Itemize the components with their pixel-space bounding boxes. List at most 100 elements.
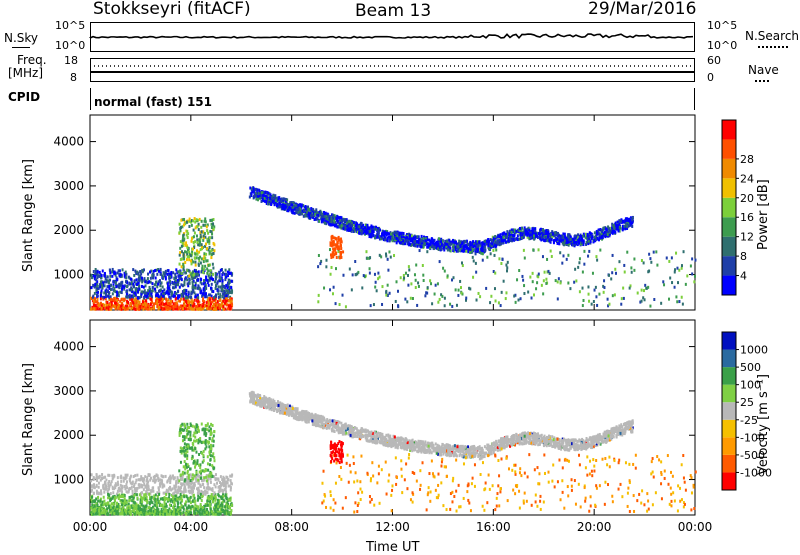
echo-cell <box>337 220 339 223</box>
echo-cell <box>141 290 143 293</box>
echo-cell <box>116 299 118 302</box>
echo-cell <box>269 197 271 200</box>
echo-cell <box>631 271 633 274</box>
echo-cell <box>671 256 673 259</box>
echo-cell <box>93 270 95 273</box>
echo-cell <box>538 232 540 235</box>
echo-cell <box>324 215 326 218</box>
echo-cell <box>259 197 261 200</box>
echo-cell <box>214 280 216 283</box>
echo-cell <box>157 293 159 296</box>
echo-cell <box>255 195 257 198</box>
echo-cell <box>116 278 118 281</box>
echo-cell <box>406 239 408 242</box>
echo-cell <box>444 297 446 300</box>
echo-cell <box>97 270 99 273</box>
echo-cell <box>484 249 486 252</box>
echo-cell <box>199 218 201 221</box>
echo-cell <box>198 264 200 267</box>
echo-cell <box>106 285 108 288</box>
echo-cell <box>134 292 136 295</box>
echo-cell <box>208 240 210 243</box>
echo-cell <box>396 232 398 235</box>
echo-cell <box>99 307 101 310</box>
echo-cell <box>201 499 203 502</box>
echo-cell <box>384 238 386 241</box>
echo-cell <box>557 280 559 283</box>
echo-cell <box>582 239 584 242</box>
echo-cell <box>162 285 164 288</box>
echo-cell <box>156 491 158 494</box>
echo-cell <box>686 274 688 277</box>
echo-cell <box>489 301 491 304</box>
echo-cell <box>666 256 668 259</box>
echo-cell <box>442 267 444 270</box>
echo-cell <box>175 279 177 282</box>
echo-cell <box>203 260 205 263</box>
echo-cell <box>175 298 177 301</box>
echo-cell <box>648 253 650 256</box>
echo-cell <box>538 248 540 251</box>
echo-cell <box>500 262 502 265</box>
echo-cell <box>145 284 147 287</box>
echo-cell <box>209 298 211 301</box>
echo-cell <box>202 297 204 300</box>
echo-cell <box>145 307 147 310</box>
echo-cell <box>93 308 95 311</box>
echo-cell <box>216 275 218 278</box>
echo-cell <box>162 276 164 279</box>
echo-cell <box>416 304 418 307</box>
echo-cell <box>443 246 445 249</box>
echo-cell <box>517 299 519 302</box>
echo-cell <box>187 282 189 285</box>
echo-cell <box>641 289 643 292</box>
echo-cell <box>174 305 176 308</box>
echo-cell <box>154 269 156 272</box>
echo-cell <box>681 264 683 267</box>
echo-cell <box>521 236 523 239</box>
echo-cell <box>356 272 358 275</box>
echo-cell <box>224 302 226 305</box>
echo-cell <box>135 479 137 482</box>
echo-cell <box>324 222 326 225</box>
echo-cell <box>694 275 696 278</box>
x-tick-label-4: 16:00 <box>476 520 511 534</box>
echo-cell <box>286 198 288 201</box>
echo-cell <box>207 232 209 235</box>
echo-cell <box>376 289 378 292</box>
echo-cell <box>123 480 125 483</box>
echo-cell <box>458 242 460 245</box>
echo-cell <box>272 194 274 197</box>
echo-cell <box>222 285 224 288</box>
echo-cell <box>338 247 340 250</box>
echo-cell <box>412 297 414 300</box>
echo-cell <box>155 281 157 284</box>
echo-cell <box>96 298 98 301</box>
echo-cell <box>149 271 151 274</box>
echo-cell <box>162 295 164 298</box>
echo-cell <box>292 211 294 214</box>
echo-cell <box>316 217 318 220</box>
echo-cell <box>194 256 196 259</box>
echo-cell <box>200 248 202 251</box>
echo-cell <box>208 264 210 267</box>
echo-cell <box>165 302 167 305</box>
echo-cell <box>147 304 149 307</box>
echo-cell <box>631 225 633 228</box>
echo-cell <box>374 286 376 289</box>
echo-cell <box>168 269 170 272</box>
echo-cell <box>125 271 127 274</box>
echo-cell <box>180 258 182 261</box>
echo-cell <box>208 307 210 310</box>
echo-cell <box>621 297 623 300</box>
echo-cell <box>479 295 481 298</box>
echo-cell <box>649 305 651 308</box>
echo-cell <box>390 256 392 259</box>
echo-cell <box>620 303 622 306</box>
echo-cell <box>599 249 601 252</box>
echo-cell <box>128 282 130 285</box>
echo-cell <box>439 260 441 263</box>
echo-cell <box>545 278 547 281</box>
echo-cell <box>163 303 165 306</box>
echo-cell <box>201 267 203 270</box>
